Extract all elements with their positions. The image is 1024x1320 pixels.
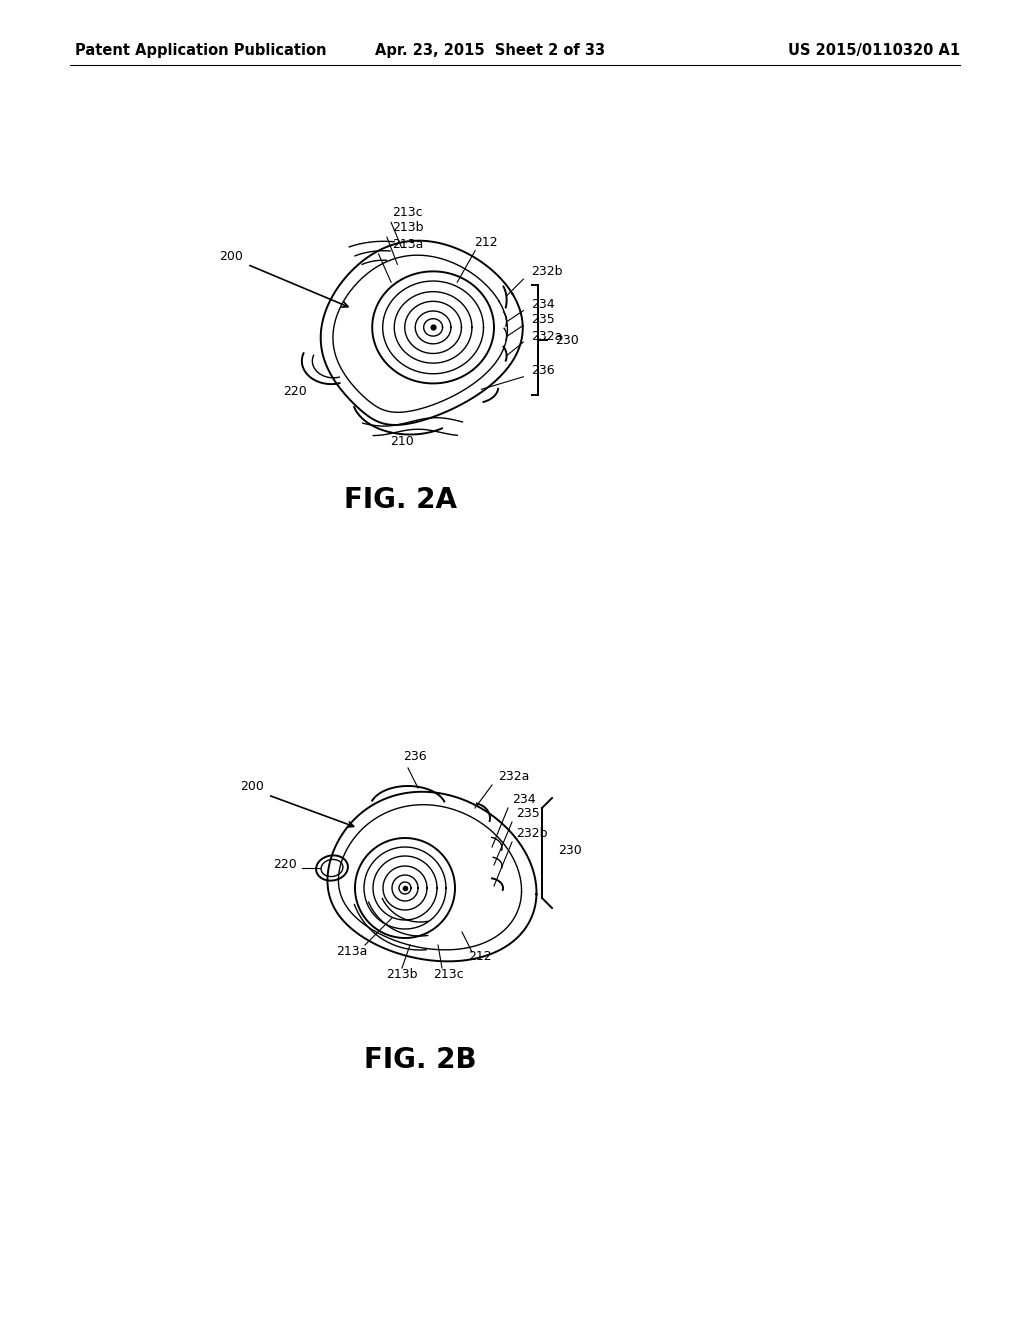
Text: 232b: 232b xyxy=(516,828,548,840)
Text: 232a: 232a xyxy=(498,770,529,783)
Text: 200: 200 xyxy=(240,780,264,793)
Text: 235: 235 xyxy=(530,313,555,326)
Text: Apr. 23, 2015  Sheet 2 of 33: Apr. 23, 2015 Sheet 2 of 33 xyxy=(375,42,605,58)
Text: 235: 235 xyxy=(516,807,540,820)
Text: 213b: 213b xyxy=(392,220,424,234)
Text: 236: 236 xyxy=(530,363,554,376)
Text: 213b: 213b xyxy=(386,968,418,981)
Text: US 2015/0110320 A1: US 2015/0110320 A1 xyxy=(787,42,961,58)
Text: 230: 230 xyxy=(558,843,582,857)
Text: 234: 234 xyxy=(530,298,554,312)
Text: 234: 234 xyxy=(512,793,536,807)
Text: 213a: 213a xyxy=(336,945,368,958)
Text: FIG. 2A: FIG. 2A xyxy=(343,486,457,513)
Text: 236: 236 xyxy=(403,750,427,763)
Text: 213c: 213c xyxy=(392,206,423,219)
Text: 230: 230 xyxy=(555,334,579,346)
Text: 220: 220 xyxy=(283,384,306,397)
Text: 213c: 213c xyxy=(433,968,463,981)
Text: 220: 220 xyxy=(273,858,297,871)
Text: 212: 212 xyxy=(468,950,492,964)
Text: 210: 210 xyxy=(390,436,414,447)
Text: Patent Application Publication: Patent Application Publication xyxy=(75,42,327,58)
Text: 232b: 232b xyxy=(530,265,562,279)
Text: 213a: 213a xyxy=(392,238,424,251)
Text: 200: 200 xyxy=(219,249,244,263)
Text: 232a: 232a xyxy=(530,330,562,343)
Text: FIG. 2B: FIG. 2B xyxy=(364,1045,476,1074)
Text: 212: 212 xyxy=(474,235,498,248)
